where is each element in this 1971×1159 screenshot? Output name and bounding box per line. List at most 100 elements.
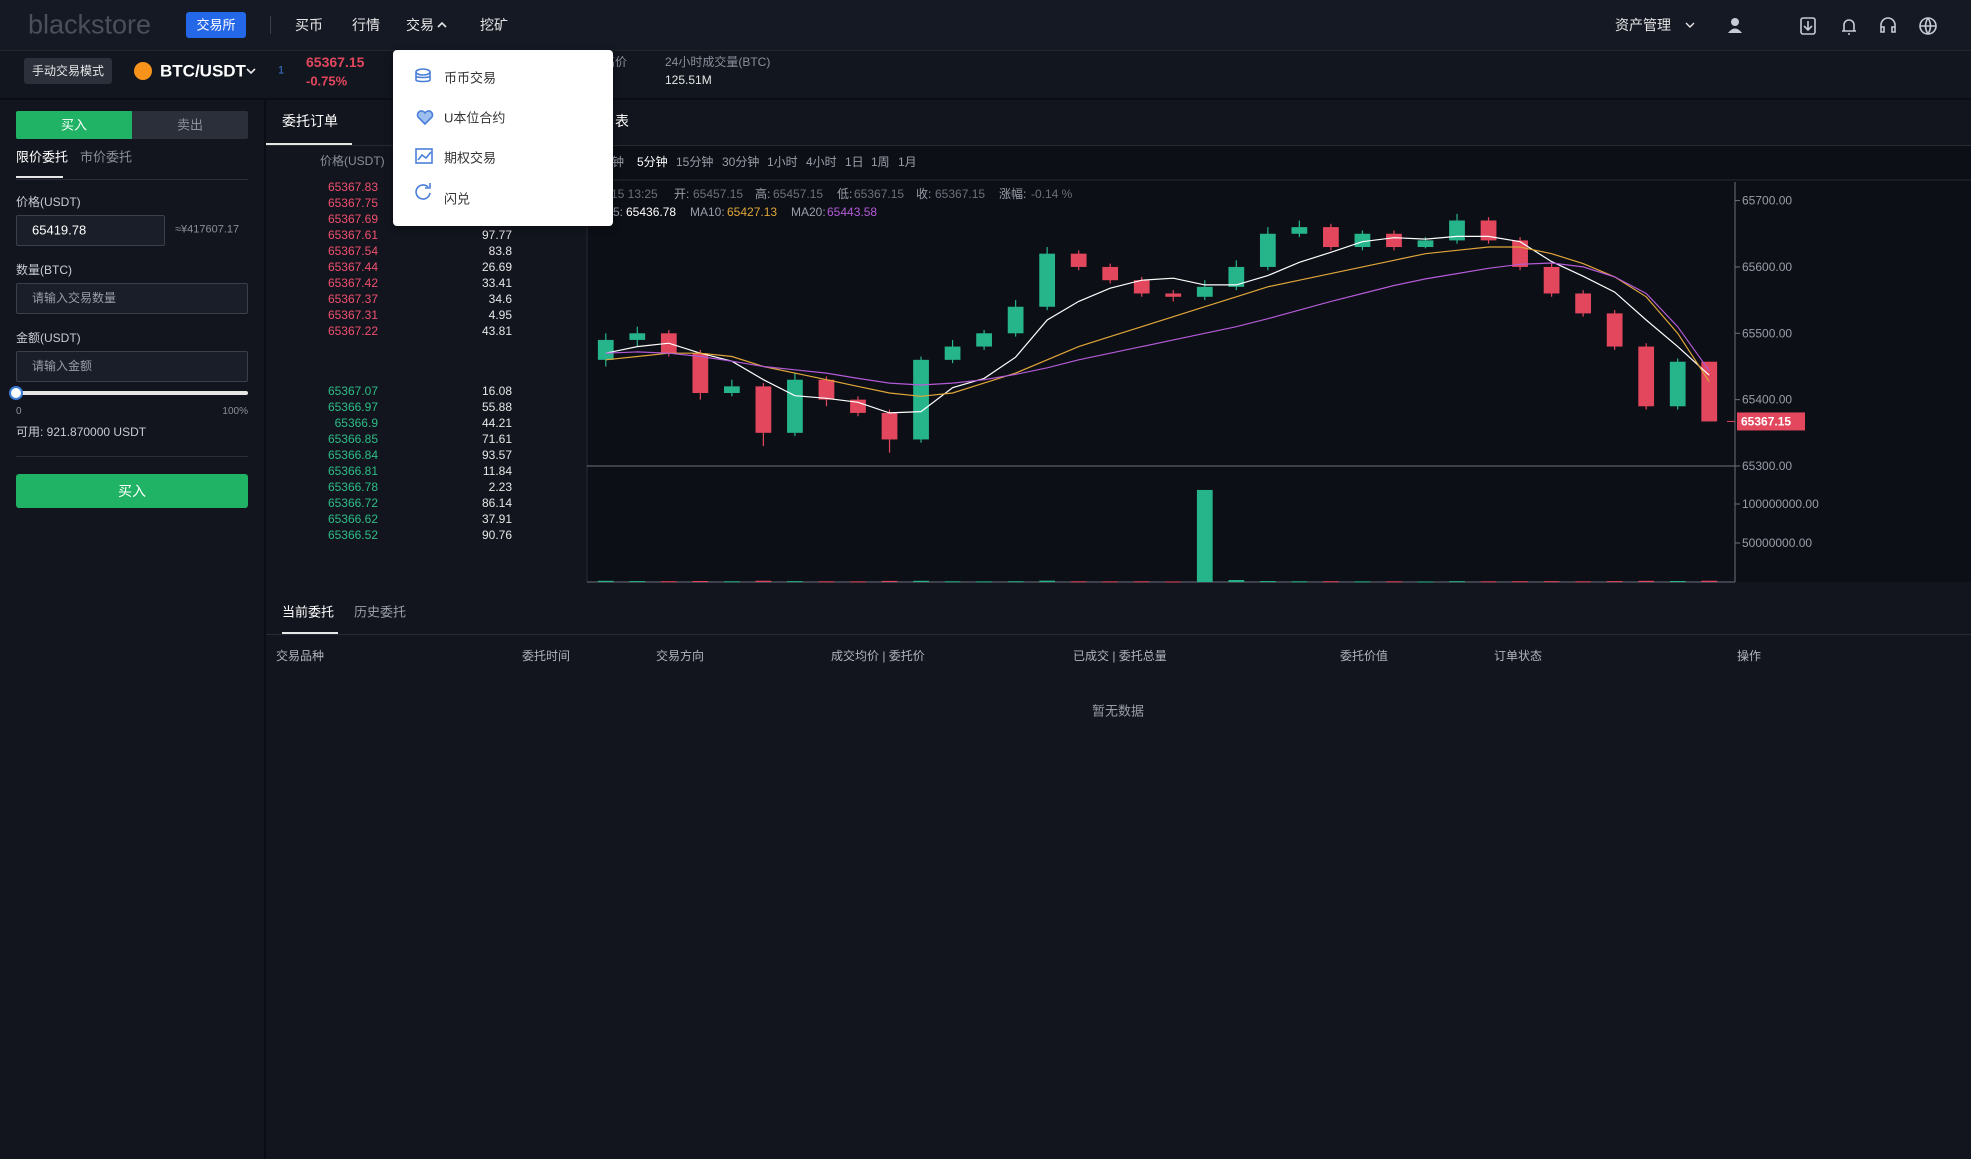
bid-amount: 71.61 (481, 432, 512, 446)
interval[interactable]: 4小时 (806, 155, 837, 169)
interval[interactable]: 15分钟 (676, 155, 714, 169)
legend-label: MA20: (791, 205, 826, 219)
ask-price: 65367.44 (327, 260, 378, 274)
nav-badge-text[interactable]: 交易所 (196, 17, 236, 33)
nav-item[interactable]: 行情 (352, 17, 380, 33)
order-type[interactable]: 市价委托 (80, 149, 133, 165)
nav-item[interactable]: 挖矿 (480, 17, 508, 33)
volume-bar (1323, 581, 1339, 583)
volume-bar (629, 581, 646, 583)
candle-body (1323, 227, 1339, 248)
volume-bar (1133, 581, 1150, 583)
candle-body (850, 399, 866, 413)
order-type[interactable]: 限价委托 (16, 149, 69, 165)
volume-bar (1259, 581, 1276, 583)
slider-knob[interactable] (9, 386, 23, 400)
interval[interactable]: 1月 (898, 155, 917, 169)
y-tick-label: 65300.00 (1742, 459, 1792, 473)
nav-icons[interactable] (1725, 15, 1955, 37)
volume-bar (1575, 581, 1592, 583)
orders-header: 交易品种 (276, 649, 325, 663)
orders-tab[interactable]: 历史委托 (354, 604, 407, 620)
volume-bar (1543, 581, 1560, 583)
bid-amount: 55.88 (481, 400, 512, 414)
nav-badge[interactable] (186, 12, 246, 38)
divider (16, 456, 248, 457)
last-price-label: 65367.15 (1741, 414, 1791, 428)
volume-bar (1417, 581, 1434, 583)
price-input[interactable] (16, 215, 165, 246)
interval[interactable]: 30分钟 (722, 155, 760, 169)
candle-body (881, 412, 898, 440)
dropdown-item[interactable]: 闪兑 (444, 191, 471, 207)
candle-body (1543, 266, 1560, 294)
tabs-line (266, 145, 1971, 146)
nav-item[interactable]: 买币 (295, 17, 323, 33)
buy-button[interactable] (16, 474, 248, 508)
candle-body (1070, 253, 1087, 267)
candle-body (1449, 220, 1465, 241)
nav-item[interactable]: 交易 (406, 17, 434, 33)
sell-tab[interactable] (132, 111, 248, 139)
qty-input[interactable] (16, 283, 248, 314)
volume-bar (692, 580, 709, 582)
candle-body (1512, 240, 1528, 267)
price-value: 65419.78 (32, 222, 87, 238)
volume-bar (755, 580, 772, 582)
amount-input[interactable] (16, 351, 248, 382)
mode-chip[interactable] (24, 58, 112, 84)
candle-body (1133, 280, 1150, 294)
legend-label: MA10: (690, 205, 725, 219)
slider-label: 100% (222, 406, 248, 417)
sell-tab-text[interactable]: 卖出 (176, 117, 204, 133)
pair[interactable]: BTC/USDT (160, 61, 246, 81)
bid-price: 65367.07 (327, 384, 378, 398)
dropdown-item[interactable]: 期权交易 (444, 150, 497, 166)
volume-bar (1386, 581, 1402, 583)
interval[interactable]: 5分钟 (637, 155, 668, 169)
divider (16, 179, 248, 180)
info-label: 高: (755, 187, 771, 201)
ask-price: 65367.31 (327, 308, 378, 322)
candle-body (723, 386, 740, 394)
ob-header: 价格(USDT) (320, 154, 385, 168)
interval[interactable]: 1周 (871, 155, 890, 169)
slider-label: 0 (16, 406, 22, 417)
ask-price: 65367.37 (327, 292, 378, 306)
interval[interactable]: 1日 (845, 155, 864, 169)
orders-header: 交易方向 (656, 649, 705, 663)
volume-bar (723, 581, 740, 583)
candle-body (1102, 266, 1119, 281)
orders-header: 委托价值 (1340, 649, 1389, 663)
interval[interactable]: 1小时 (767, 155, 798, 169)
interval[interactable]: 钟 (612, 155, 625, 169)
volume-bar (1354, 581, 1371, 583)
pair-icons (134, 62, 256, 80)
legend-value: 65436.78 (626, 205, 677, 219)
dropdown-item[interactable]: 币币交易 (444, 70, 497, 86)
center-tab[interactable]: 委托订单 (282, 113, 338, 129)
info-value: 65457.15 (773, 187, 824, 201)
orders-header: 订单状态 (1494, 649, 1543, 663)
buy-tab[interactable] (16, 111, 132, 139)
dropdown-item[interactable]: U本位合约 (444, 110, 506, 126)
mode-text[interactable]: 手动交易模式 (31, 64, 105, 78)
candle-body (1480, 220, 1497, 241)
bid-amount: 37.91 (481, 512, 512, 526)
nav-assets[interactable]: 资产管理 (1615, 17, 1671, 33)
last-price: 65367.15 (306, 54, 365, 70)
volume-bar (1449, 581, 1465, 583)
ma-line (605, 262, 1710, 386)
submit-text[interactable]: 买入 (118, 483, 146, 499)
bid-amount: 90.76 (481, 528, 512, 542)
ask-price: 65367.22 (327, 324, 378, 338)
y-tick-label: 65700.00 (1742, 194, 1792, 208)
orders-tab[interactable]: 当前委托 (282, 604, 335, 620)
chevron (1685, 22, 1695, 28)
slider-rail[interactable] (16, 391, 248, 395)
buy-tab-text[interactable]: 买入 (60, 117, 88, 133)
ma-line (605, 246, 1710, 397)
center-tab[interactable]: 表 (615, 113, 629, 129)
volume-bar (1007, 581, 1024, 583)
